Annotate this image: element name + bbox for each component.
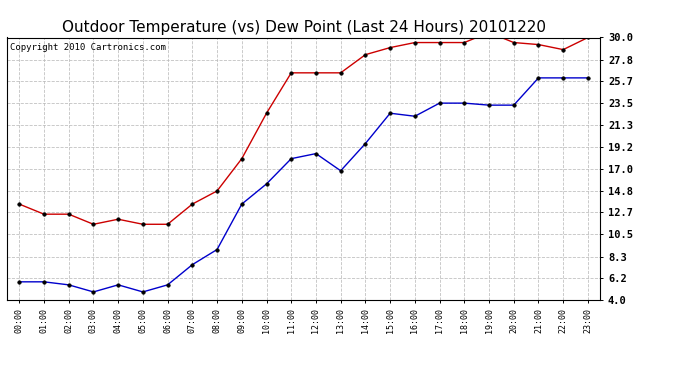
- Text: Copyright 2010 Cartronics.com: Copyright 2010 Cartronics.com: [10, 43, 166, 52]
- Title: Outdoor Temperature (vs) Dew Point (Last 24 Hours) 20101220: Outdoor Temperature (vs) Dew Point (Last…: [61, 20, 546, 35]
